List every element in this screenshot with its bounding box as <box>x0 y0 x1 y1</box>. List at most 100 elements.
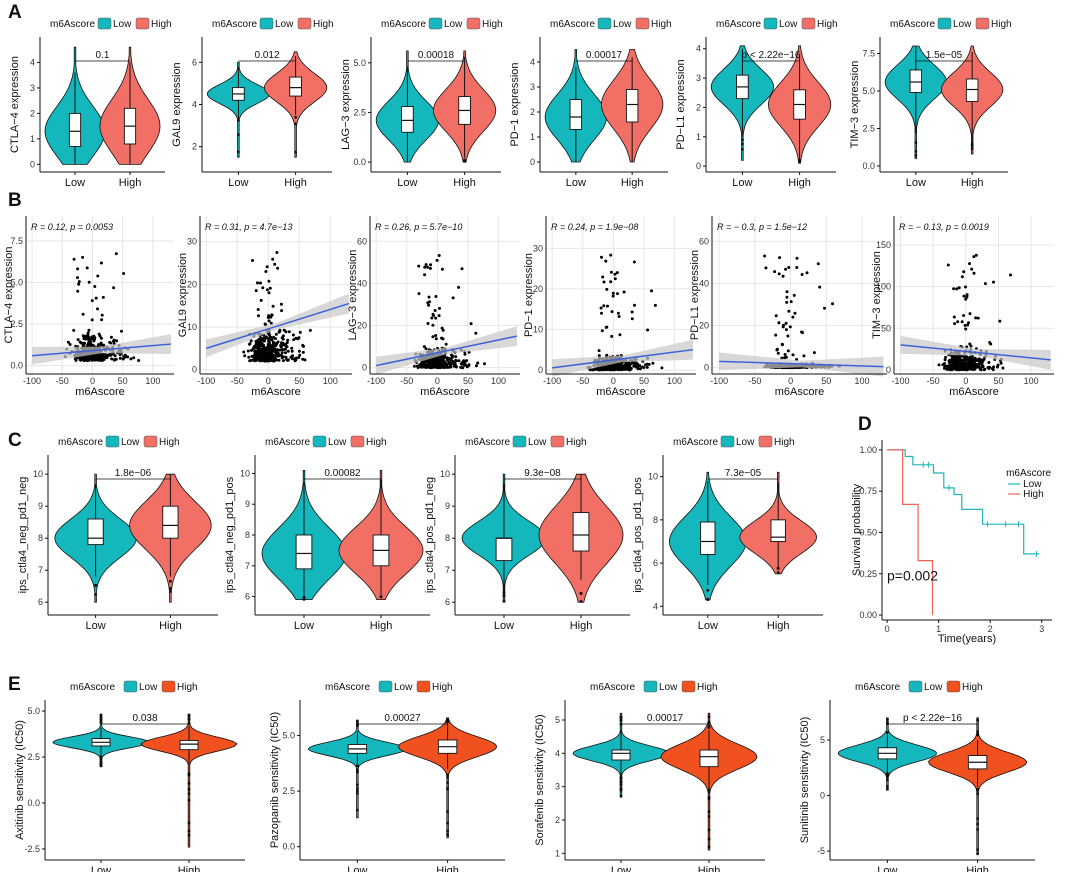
outlier-low <box>502 599 506 603</box>
scatter-point <box>462 359 466 363</box>
regression-line <box>205 302 350 350</box>
scatter-point <box>85 266 89 270</box>
y-tick-label: 1 <box>530 132 535 142</box>
scatter-point <box>444 342 448 346</box>
y-tick-label: 0.0 <box>282 842 295 852</box>
scatter-point <box>68 343 72 346</box>
scatter-point <box>965 368 969 372</box>
x-tick-label: 0 <box>90 376 95 386</box>
scatter-point <box>460 267 464 271</box>
legend-label-low: Low <box>659 682 678 693</box>
scatter-point <box>974 316 978 320</box>
km-p-value: p=0.002 <box>887 567 938 583</box>
scatter-point <box>611 365 615 368</box>
y-tick-label: 60 <box>699 236 709 246</box>
scatter-point <box>260 341 264 345</box>
scatter-point <box>242 350 246 354</box>
scatter-point <box>271 344 275 348</box>
scatter-point <box>426 322 430 325</box>
y-tick-label: 8 <box>653 515 658 525</box>
regression-line <box>31 343 172 357</box>
scatter-point <box>102 358 106 361</box>
scatter-point <box>297 336 301 340</box>
scatter-point <box>435 258 439 262</box>
box-low <box>700 521 716 555</box>
outlier-high <box>707 715 711 719</box>
scatter-point <box>653 303 657 307</box>
x-axis-label: m6Ascore <box>420 386 470 398</box>
scatter-point <box>96 307 99 311</box>
scatter-point <box>957 286 961 290</box>
outlier-high <box>187 792 191 796</box>
scatter-point <box>109 335 113 339</box>
scatter-point <box>950 360 953 364</box>
legend-swatch-high <box>143 435 158 448</box>
outlier-low <box>619 783 623 787</box>
scatter-point <box>953 365 957 369</box>
scatter-point <box>791 353 795 357</box>
x-tick-label: -100 <box>197 376 215 386</box>
box-low <box>295 534 313 570</box>
scatter-point <box>98 358 102 362</box>
correlation-annotation: R = 0.31, p = 4.7e−13 <box>205 222 292 232</box>
scatter-point <box>474 364 478 368</box>
y-tick-label: 60 <box>357 236 367 246</box>
x-tick-label: 100 <box>491 376 506 386</box>
scatter-point <box>273 349 277 353</box>
y-tick-label: 5.0 <box>27 706 40 716</box>
scatter-point <box>434 337 438 341</box>
y-tick-label: 2 <box>530 107 535 117</box>
scatter-point <box>297 356 301 359</box>
y-axis-label: Survival probability <box>851 483 863 576</box>
scatter-point <box>602 304 606 308</box>
scatter-point <box>264 270 268 273</box>
y-axis-label: PD−1 expression <box>509 62 521 146</box>
scatter-point <box>946 263 950 267</box>
scatter-point <box>416 366 420 369</box>
outlier-high <box>707 810 711 813</box>
scatter-point <box>271 257 275 261</box>
scatter-point <box>987 361 991 364</box>
scatter-point <box>786 349 790 353</box>
outlier-high <box>970 147 974 150</box>
scatter-point <box>778 256 782 260</box>
legend-label-high: High <box>566 437 587 448</box>
outlier-high <box>707 720 711 724</box>
scatter-point <box>287 330 291 334</box>
outlier-high <box>463 158 466 162</box>
x-tick-label-low: Low <box>65 177 85 189</box>
y-tick-label: 2.5 <box>282 786 295 796</box>
scatter-point <box>110 357 114 361</box>
scatter-point <box>601 275 605 279</box>
y-tick-label: 0.0 <box>10 361 23 371</box>
scatter-point <box>90 318 94 322</box>
scatter-point <box>93 285 97 288</box>
legend-title: m6Ascore <box>265 437 310 448</box>
outlier-low <box>619 787 623 790</box>
outlier-low <box>914 141 918 145</box>
legend-label-low: Low <box>275 19 294 30</box>
scatter-point <box>457 285 461 289</box>
scatter-point <box>98 334 102 338</box>
scatter-point <box>800 273 804 276</box>
scatter-point <box>962 270 966 274</box>
p-value-label: 0.00017 <box>647 713 684 724</box>
scatter-point <box>81 341 85 345</box>
scatter-point <box>83 336 87 340</box>
scatter-point <box>609 280 613 284</box>
scatter-point <box>271 304 275 308</box>
x-tick-label-high: High <box>119 177 142 189</box>
km-curve-high <box>887 449 934 615</box>
outlier-high <box>976 730 979 734</box>
scatter-point <box>467 363 471 367</box>
scatter-point <box>600 329 604 333</box>
y-axis-label: LAG−3 expression <box>347 250 359 341</box>
y-tick-label: 5.0 <box>282 731 295 741</box>
scatter-point <box>308 328 312 332</box>
scatter-point <box>121 357 125 361</box>
scatter-point <box>962 314 966 317</box>
x-axis-label: m6Ascore <box>775 386 825 398</box>
scatter-point <box>286 358 290 362</box>
scatter-point <box>618 333 622 337</box>
outlier-low <box>356 791 359 795</box>
